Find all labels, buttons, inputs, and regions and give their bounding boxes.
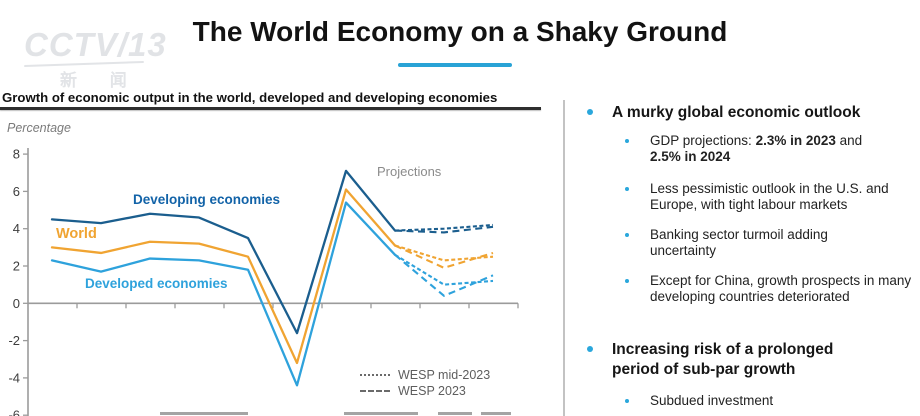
bullet-dot-icon — [587, 346, 593, 352]
sub-bullet-text: Less pessimistic outlook in the U.S. and… — [650, 181, 889, 213]
gdp-2023-value: 2.3% in 2023 — [755, 133, 836, 148]
sub-bullet-outlook: Less pessimistic outlook in the U.S. and… — [625, 181, 920, 213]
sub-bullet-text: Banking sector turmoil adding uncertaint… — [650, 227, 828, 259]
series-label-world: World — [56, 226, 97, 242]
chart-legend: WESP mid-2023 WESP 2023 — [360, 367, 490, 399]
legend-label-mid2023: WESP mid-2023 — [398, 368, 491, 382]
sub-bullet-text: GDP projections: 2.3% in 2023 and 2.5% i… — [650, 133, 895, 165]
gdp-prefix: GDP projections: — [650, 133, 756, 148]
page-title: The World Economy on a Shaky Ground — [192, 16, 728, 47]
dashed-line-sample-icon — [360, 390, 390, 392]
bullet-heading-2: Increasing risk of a prolonged period of… — [587, 340, 870, 380]
svg-text:8: 8 — [13, 147, 20, 162]
cropped-label-remnant — [481, 412, 511, 415]
sub-bullet-text: Subdued investment — [650, 393, 774, 408]
sub-bullet-banking: Banking sector turmoil adding uncertaint… — [625, 227, 855, 259]
panel-divider — [563, 100, 565, 416]
gdp-2024-value: 2.5% in 2024 — [650, 149, 731, 165]
series-label-developing: Developing economies — [133, 192, 281, 207]
cropped-label-remnant — [344, 412, 418, 415]
sub-bullet-text: Except for China, growth prospects in ma… — [650, 273, 912, 305]
heading-text: Increasing risk of a prolonged period of… — [612, 341, 834, 379]
svg-text:2: 2 — [13, 259, 20, 274]
bullet-heading-1: A murky global economic outlook — [587, 103, 912, 123]
svg-text:4: 4 — [13, 221, 20, 236]
dotted-line-sample-icon — [360, 374, 390, 376]
chart-heading-rule — [0, 107, 541, 110]
legend-row-mid2023: WESP mid-2023 — [360, 367, 490, 383]
legend-row-wesp2023: WESP 2023 — [360, 383, 490, 399]
svg-text:-4: -4 — [8, 370, 20, 385]
bullet-dot-icon — [625, 139, 629, 143]
legend-label-wesp2023: WESP 2023 — [398, 384, 466, 398]
cropped-label-remnant — [160, 412, 248, 415]
bullet-dot-icon — [625, 399, 629, 403]
svg-text:6: 6 — [13, 184, 20, 199]
heading-text: A murky global economic outlook — [612, 104, 861, 121]
chart-heading: Growth of economic output in the world, … — [2, 90, 498, 105]
svg-text:0: 0 — [13, 296, 20, 311]
title-accent-underline — [398, 63, 512, 67]
bullet-dot-icon — [625, 187, 629, 191]
y-axis-title: Percentage — [7, 121, 71, 135]
sub-bullet-china: Except for China, growth prospects in ma… — [625, 273, 918, 305]
cropped-label-remnant — [438, 412, 472, 415]
series-label-developed: Developed economies — [85, 276, 228, 291]
projections-label: Projections — [377, 164, 442, 179]
svg-text:-6: -6 — [8, 408, 20, 416]
svg-text:-2: -2 — [8, 333, 20, 348]
cctv-logo-subtitle: 新 闻 — [60, 71, 141, 90]
bullet-dot-icon — [625, 279, 629, 283]
sub-bullet-investment: Subdued investment — [625, 393, 773, 409]
gdp-mid: and — [835, 133, 863, 148]
growth-line-chart: 8 6 4 2 0 -2 -4 -6 — [8, 147, 519, 416]
bullet-dot-icon — [587, 109, 593, 115]
cctv-logo-swoosh — [24, 60, 144, 68]
bullet-dot-icon — [625, 233, 629, 237]
sub-bullet-gdp: GDP projections: 2.3% in 2023 and 2.5% i… — [625, 133, 895, 165]
